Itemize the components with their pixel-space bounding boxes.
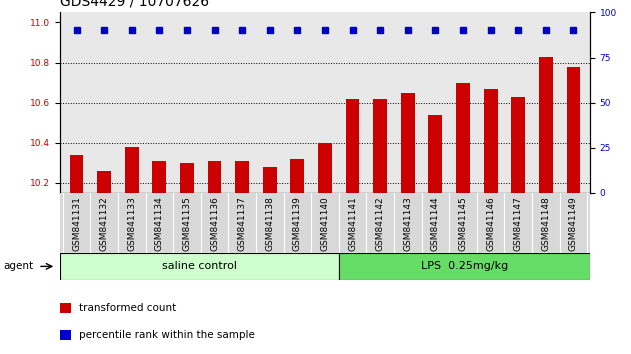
Text: GSM841147: GSM841147	[514, 196, 522, 251]
Text: GDS4429 / 10707626: GDS4429 / 10707626	[60, 0, 209, 9]
Bar	[567, 67, 581, 193]
Text: GSM841135: GSM841135	[182, 196, 191, 251]
Text: LPS  0.25mg/kg: LPS 0.25mg/kg	[421, 261, 508, 272]
Bar	[428, 115, 442, 193]
Text: GSM841131: GSM841131	[72, 196, 81, 251]
Text: GSM841144: GSM841144	[431, 196, 440, 251]
Text: percentile rank within the sample: percentile rank within the sample	[79, 330, 255, 340]
Bar	[539, 57, 553, 193]
Text: GSM841142: GSM841142	[375, 196, 385, 251]
Bar	[69, 155, 83, 193]
Text: saline control: saline control	[162, 261, 237, 272]
Text: transformed count: transformed count	[79, 303, 176, 313]
Text: GSM841136: GSM841136	[210, 196, 219, 251]
Bar	[484, 88, 497, 193]
Text: GSM841138: GSM841138	[265, 196, 274, 251]
Bar	[401, 93, 415, 193]
Text: GSM841141: GSM841141	[348, 196, 357, 251]
Bar	[511, 97, 525, 193]
Bar	[60, 253, 339, 280]
Bar	[263, 167, 276, 193]
Bar	[318, 143, 332, 193]
Text: GSM841133: GSM841133	[127, 196, 136, 251]
Bar	[374, 99, 387, 193]
Text: GSM841140: GSM841140	[321, 196, 329, 251]
Text: GSM841149: GSM841149	[569, 196, 578, 251]
Bar	[97, 171, 111, 193]
Bar	[456, 82, 470, 193]
Bar	[208, 161, 221, 193]
Bar	[339, 253, 590, 280]
Bar	[153, 161, 166, 193]
Text: agent: agent	[3, 261, 33, 272]
Bar	[290, 159, 304, 193]
Text: GSM841137: GSM841137	[238, 196, 247, 251]
Bar	[235, 161, 249, 193]
Text: GSM841145: GSM841145	[459, 196, 468, 251]
Text: GSM841132: GSM841132	[100, 196, 109, 251]
Text: GSM841146: GSM841146	[486, 196, 495, 251]
Bar	[180, 163, 194, 193]
Text: GSM841148: GSM841148	[541, 196, 550, 251]
Bar	[346, 99, 360, 193]
Text: GSM841134: GSM841134	[155, 196, 164, 251]
Text: GSM841139: GSM841139	[293, 196, 302, 251]
Bar	[125, 147, 139, 193]
Text: GSM841143: GSM841143	[403, 196, 412, 251]
